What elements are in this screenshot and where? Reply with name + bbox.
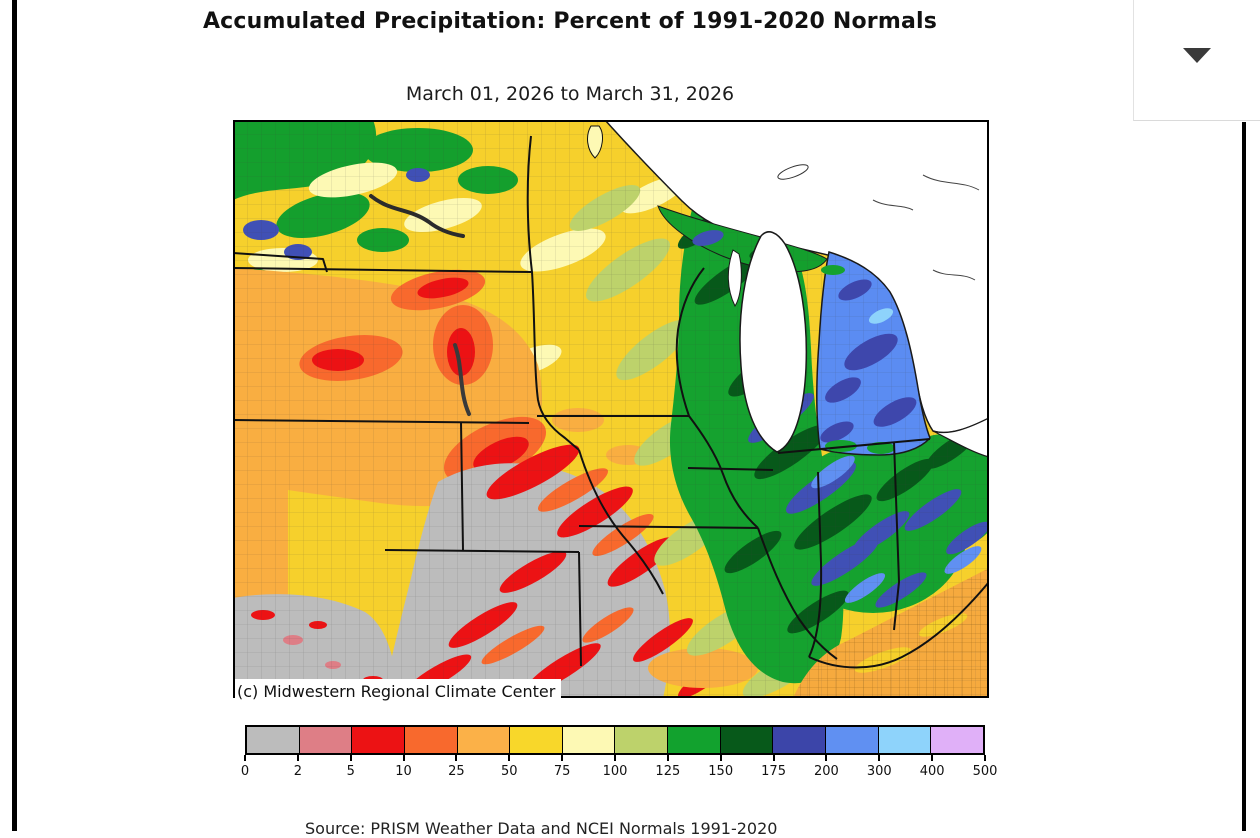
legend-tick [455,755,458,761]
legend-tick [772,755,775,761]
legend-tick-label: 0 [240,764,250,779]
attribution-label: (c) Midwestern Regional Climate Center [235,679,562,705]
legend-cell [720,727,774,753]
legend-cell [457,727,511,753]
legend-cell [299,727,353,753]
date-range-subtitle: March 01, 2026 to March 31, 2026 [405,83,735,105]
legend-tick-label: 300 [866,764,892,779]
legend-cell [773,727,827,753]
legend-color-cells [245,725,985,755]
legend-tick-label: 125 [655,764,681,779]
legend-tick-label: 100 [602,764,628,779]
legend-tick [719,755,722,761]
legend-cell [931,727,983,753]
legend-tick [666,755,669,761]
legend-tick [931,755,934,761]
right-frame-border [1242,122,1246,831]
legend-tick [984,755,986,761]
precipitation-map [231,119,1005,699]
legend-tick-label: 150 [708,764,734,779]
legend-cell [510,727,563,753]
legend-tick-label: 200 [814,764,839,779]
legend-tick [402,755,405,761]
legend-tick [614,755,616,761]
color-legend: 0 2 5 10 25 50 75 100 125 150 175 200 300 400 500 [241,725,997,783]
legend-tick-label: 5 [346,764,355,779]
legend-tick-label: 25 [448,764,465,779]
legend-cell [404,727,458,753]
legend-cell [247,727,300,753]
left-frame-border [12,0,17,831]
legend-tick [561,755,564,761]
legend-tick [296,755,299,761]
legend-cell [878,727,932,753]
source-caption: Source: PRISM Weather Data and NCEI Norm… [305,819,778,838]
legend-tick [878,755,881,761]
legend-tick-label: 50 [501,764,518,779]
page-title: Accumulated Precipitation: Percent of 19… [202,9,938,34]
legend-cell [562,727,616,753]
legend-tick-label: 400 [919,764,945,779]
legend-cell [352,727,405,753]
legend-tick-label: 2 [293,764,302,779]
legend-tick [825,755,828,761]
legend-tick [508,755,511,761]
legend-tick [349,755,352,761]
legend-tick-label: 75 [553,764,571,779]
legend-cell [668,727,721,753]
legend-cell [615,727,669,753]
legend-cell [826,727,879,753]
dropdown-arrow-icon[interactable] [1183,48,1211,63]
legend-tick-label: 10 [395,764,412,779]
legend-tick-label: 500 [972,764,998,779]
legend-tick [244,755,246,761]
top-right-panel [1133,0,1260,121]
legend-tick-label: 175 [761,764,786,779]
legend-tick-row: 0 2 5 10 25 50 75 100 125 150 175 200 300 400 500 [241,755,997,783]
